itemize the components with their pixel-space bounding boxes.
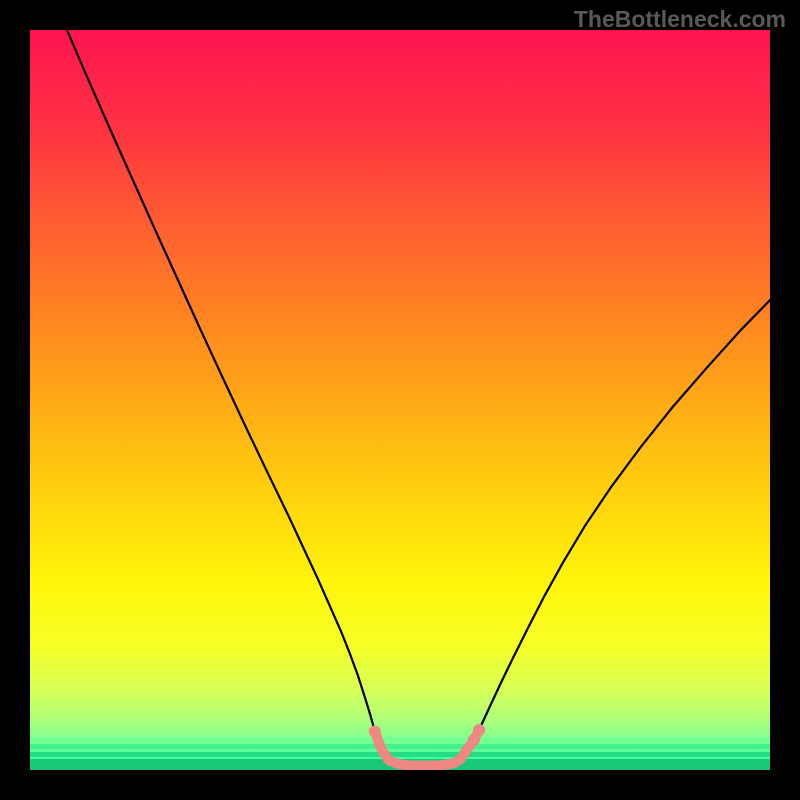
bottleneck-curve: [67, 30, 770, 766]
marker-segment: [375, 730, 479, 766]
marker-dot: [473, 724, 485, 736]
marker-group: [369, 724, 485, 766]
watermark-text: TheBottleneck.com: [574, 6, 786, 33]
plot-area: [30, 30, 770, 770]
marker-dot: [369, 726, 381, 738]
curve-svg: [30, 30, 770, 770]
chart-container: [0, 0, 800, 800]
